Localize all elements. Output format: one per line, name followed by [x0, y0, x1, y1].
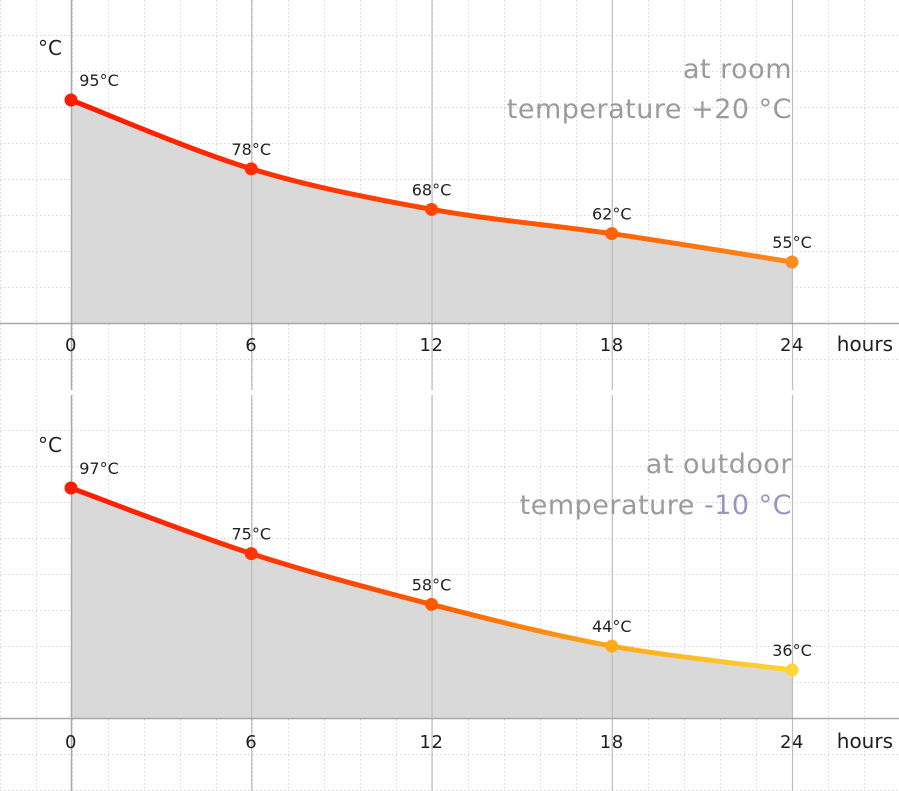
data-label: 78°C	[231, 140, 271, 159]
x-tick-label: 12	[420, 335, 444, 356]
data-point	[785, 663, 799, 677]
y-axis-label: °C	[38, 433, 62, 457]
x-axis-label: hours	[837, 332, 893, 356]
data-label: 75°C	[231, 525, 271, 544]
x-tick-label: 6	[245, 335, 257, 356]
data-point	[244, 547, 258, 561]
data-point	[64, 93, 78, 107]
data-point	[785, 255, 799, 269]
chart-title-line: at room	[683, 54, 792, 85]
chart-title-line: temperature -10 °C	[520, 490, 792, 521]
data-label: 55°C	[772, 233, 812, 252]
x-tick-label: 0	[65, 335, 77, 356]
data-label: 44°C	[592, 617, 632, 636]
data-point	[425, 597, 438, 611]
chart-title-line: temperature +20 °C	[507, 94, 792, 125]
data-point	[605, 639, 619, 653]
data-label: 36°C	[772, 641, 812, 660]
y-axis-label: °C	[38, 36, 62, 60]
data-label: 58°C	[412, 575, 452, 594]
x-tick-label: 0	[65, 732, 77, 753]
x-tick-label: 18	[600, 732, 624, 753]
data-label: 95°C	[79, 71, 119, 90]
x-axis-label: hours	[837, 729, 893, 753]
data-point	[605, 227, 619, 241]
data-point	[244, 162, 258, 176]
x-tick-label: 6	[245, 732, 257, 753]
data-point	[425, 202, 438, 216]
chart-title-line: at outdoor	[646, 449, 793, 480]
data-point	[64, 481, 78, 495]
x-tick-label: 12	[420, 732, 444, 753]
data-label: 97°C	[79, 459, 119, 478]
data-label: 68°C	[412, 180, 452, 199]
x-tick-label: 18	[600, 335, 624, 356]
x-tick-label: 24	[780, 335, 804, 356]
chart-panel-1: 95°C 78°C 68°C 62°C 55°C 0 6 12 18 24 hours °C at ro…	[0, 0, 899, 390]
data-label: 62°C	[592, 205, 632, 224]
chart-panel-2: 97°C 75°C 58°C 44°C 36°C 0 6 12 18 24 hours °C at ou…	[0, 395, 899, 791]
x-tick-label: 24	[780, 732, 804, 753]
minor-grid	[0, 0, 899, 390]
